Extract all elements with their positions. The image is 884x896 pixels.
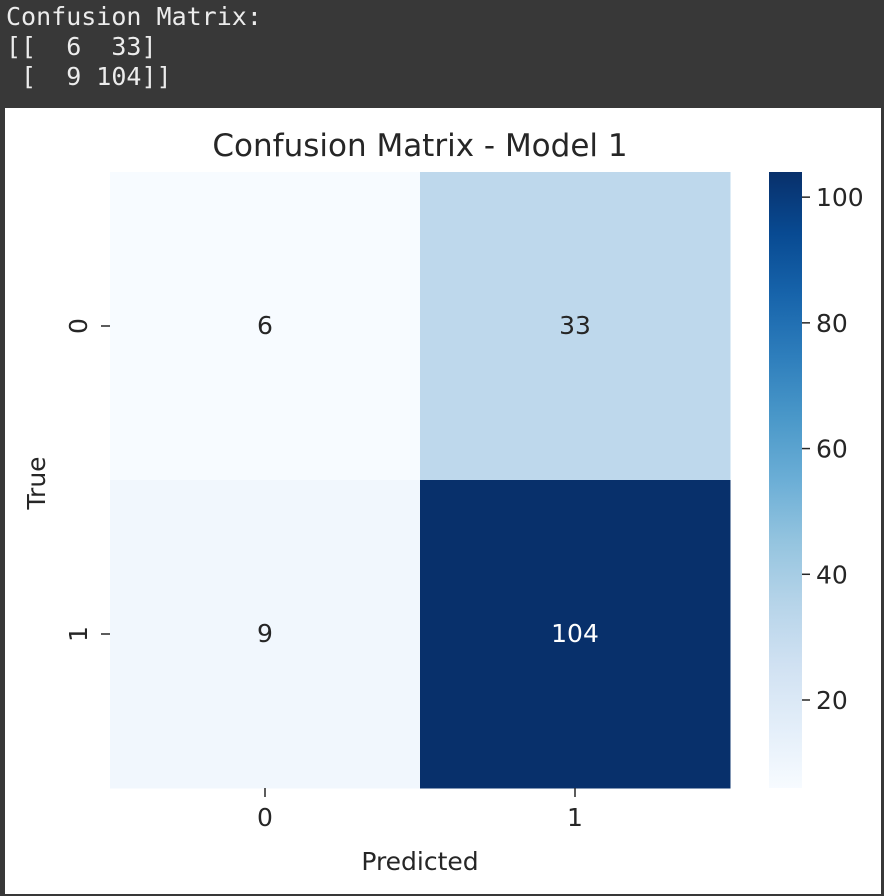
heatmap-cell — [420, 172, 731, 481]
colorbar-tick-label: 20 — [816, 686, 848, 715]
colorbar-tick-label: 100 — [816, 183, 864, 212]
colorbar-tick-label: 80 — [816, 309, 848, 338]
colorbar-tick-label: 40 — [816, 560, 848, 589]
confusion-matrix-chart: Confusion Matrix - Model 1 Predicted Tru… — [22, 128, 864, 876]
heatmap-cell — [110, 480, 421, 789]
cell-value-label: 9 — [257, 619, 273, 648]
console-output: Confusion Matrix: [[ 6 33] [ 9 104]] — [0, 0, 884, 108]
colorbar — [769, 172, 802, 788]
colorbar-tick-label: 60 — [816, 435, 848, 464]
console-line: [[ 6 33] — [6, 32, 157, 61]
y-axis-label: True — [22, 456, 51, 510]
heatmap-cell — [110, 172, 421, 481]
x-tick-label: 0 — [257, 803, 273, 832]
plot-area: Confusion Matrix - Model 1 Predicted Tru… — [5, 108, 881, 894]
y-tick-label: 1 — [64, 626, 93, 642]
console-line: [ 9 104]] — [6, 62, 172, 91]
x-tick-label: 1 — [567, 803, 583, 832]
cell-value-label: 6 — [257, 311, 273, 340]
chart-title: Confusion Matrix - Model 1 — [212, 128, 627, 164]
heatmap-cell — [420, 480, 731, 789]
y-tick-label: 0 — [64, 318, 93, 334]
console-line: Confusion Matrix: — [6, 2, 262, 31]
cell-value-label: 33 — [559, 311, 591, 340]
x-axis-label: Predicted — [361, 847, 478, 876]
cell-value-label: 104 — [551, 619, 599, 648]
